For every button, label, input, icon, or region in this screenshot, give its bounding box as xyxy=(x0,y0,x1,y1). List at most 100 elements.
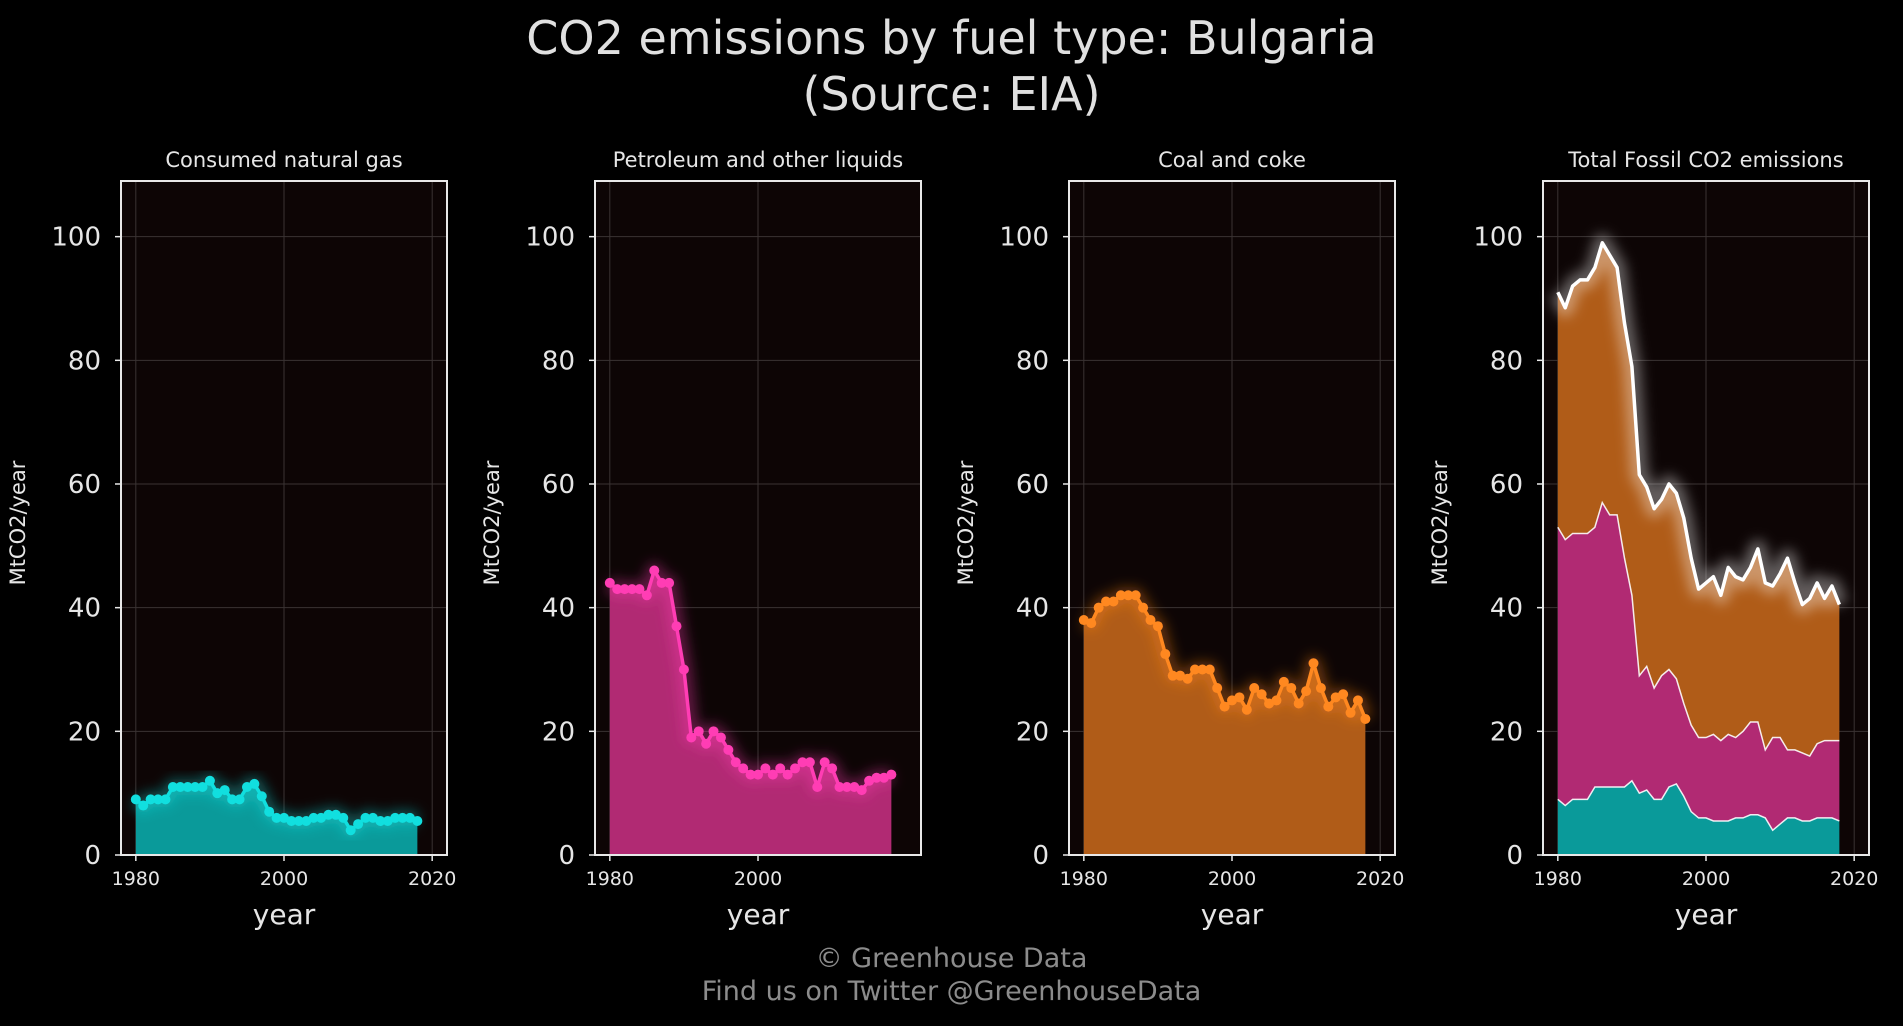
data-point xyxy=(227,794,238,805)
y-axis-label: MtCO2/year xyxy=(954,460,978,585)
panel-1: 1980 2000 2020 0 20 40 60 80 100 Consumed natural… xyxy=(6,148,456,931)
data-point xyxy=(1293,698,1304,709)
x-tick-label: 1980 xyxy=(1060,868,1108,890)
data-point xyxy=(1234,692,1245,703)
data-point xyxy=(1301,686,1312,697)
data-point xyxy=(204,775,215,786)
data-point xyxy=(375,815,386,826)
data-point xyxy=(745,769,756,780)
footer-copyright: © Greenhouse Data xyxy=(815,943,1088,974)
data-point xyxy=(612,584,623,595)
x-tick-label: 2020 xyxy=(408,868,456,890)
y-tick-label: 60 xyxy=(1016,470,1049,500)
data-point xyxy=(819,757,830,768)
data-point xyxy=(338,812,349,823)
data-point xyxy=(627,584,638,595)
data-point xyxy=(834,781,845,792)
y-tick-label: 60 xyxy=(68,470,101,500)
panel-title: Coal and coke xyxy=(1158,148,1306,172)
data-point xyxy=(264,806,275,817)
panel-3: 1980 2000 2020 0 20 40 60 80 100 Coal and coke yea… xyxy=(954,148,1404,931)
data-point xyxy=(760,763,771,774)
area-petroleum xyxy=(1557,502,1840,831)
y-tick-label: 0 xyxy=(84,841,101,871)
footer: © Greenhouse Data Find us on Twitter @Gr… xyxy=(0,942,1903,1008)
data-point xyxy=(693,726,704,737)
data-point xyxy=(871,772,882,783)
x-axis-label: year xyxy=(727,898,790,931)
separator-petroleum xyxy=(1557,500,1840,758)
x-tick-label: 2000 xyxy=(734,868,782,890)
data-point xyxy=(841,781,852,792)
y-tick-label: 80 xyxy=(542,346,575,376)
data-point xyxy=(293,815,304,826)
data-point xyxy=(353,819,364,830)
y-tick-label: 40 xyxy=(1490,594,1523,624)
data-point xyxy=(1315,683,1326,694)
data-point xyxy=(1249,683,1260,694)
data-point xyxy=(190,781,201,792)
y-axis-label: MtCO2/year xyxy=(480,460,504,585)
data-point xyxy=(1345,707,1356,718)
panel-title: Consumed natural gas xyxy=(165,148,402,172)
data-point xyxy=(153,794,164,805)
data-point xyxy=(1145,615,1156,626)
data-point xyxy=(715,732,726,743)
y-tick-label: 0 xyxy=(1506,841,1523,871)
data-point xyxy=(1152,621,1163,632)
y-tick-label: 20 xyxy=(1490,717,1523,747)
data-point xyxy=(286,815,297,826)
data-point xyxy=(767,769,778,780)
y-tick-label: 60 xyxy=(1490,470,1523,500)
data-point xyxy=(345,825,356,836)
data-point xyxy=(827,763,838,774)
data-point xyxy=(797,757,808,768)
data-point xyxy=(1093,602,1104,613)
data-point xyxy=(308,812,319,823)
data-point xyxy=(738,763,749,774)
data-point xyxy=(1189,664,1200,675)
data-point xyxy=(256,791,267,802)
data-point xyxy=(790,763,801,774)
data-point xyxy=(671,621,682,632)
total-line xyxy=(1556,241,1841,607)
data-point xyxy=(412,815,423,826)
data-point xyxy=(160,794,171,805)
data-point xyxy=(1130,590,1141,601)
data-point xyxy=(804,757,815,768)
x-tick-label: 1980 xyxy=(586,868,634,890)
data-point xyxy=(1182,673,1193,684)
y-tick-label: 0 xyxy=(558,841,575,871)
data-point xyxy=(723,744,734,755)
x-tick-label: 1980 xyxy=(112,868,160,890)
y-tick-label: 20 xyxy=(542,717,575,747)
y-tick-label: 100 xyxy=(51,223,101,253)
data-point xyxy=(1212,683,1223,694)
data-point xyxy=(167,781,178,792)
data-point xyxy=(397,812,408,823)
data-point xyxy=(619,584,630,595)
y-tick-label: 80 xyxy=(1016,346,1049,376)
data-point xyxy=(1308,658,1319,669)
panel-2: 1980 2000 0 20 40 60 80 100 Petroleum and other … xyxy=(480,148,922,931)
data-point xyxy=(323,809,334,820)
data-point xyxy=(604,577,615,588)
y-tick-label: 20 xyxy=(1016,717,1049,747)
chart-title-line1: CO2 emissions by fuel type: Bulgaria xyxy=(526,11,1377,65)
x-axis-label: year xyxy=(1201,898,1264,931)
data-point xyxy=(686,732,697,743)
data-point xyxy=(1286,683,1297,694)
y-axis-label: MtCO2/year xyxy=(1428,460,1452,585)
data-point xyxy=(234,794,245,805)
data-point xyxy=(656,577,667,588)
area-gas xyxy=(1557,780,1840,855)
x-tick-label: 2020 xyxy=(1356,868,1404,890)
data-point xyxy=(812,781,823,792)
y-tick-label: 40 xyxy=(68,594,101,624)
y-tick-label: 100 xyxy=(999,223,1049,253)
data-point xyxy=(782,769,793,780)
chart-title: CO2 emissions by fuel type: Bulgaria (So… xyxy=(0,10,1903,122)
data-point xyxy=(360,812,371,823)
data-point xyxy=(664,577,675,588)
data-point xyxy=(856,785,867,796)
